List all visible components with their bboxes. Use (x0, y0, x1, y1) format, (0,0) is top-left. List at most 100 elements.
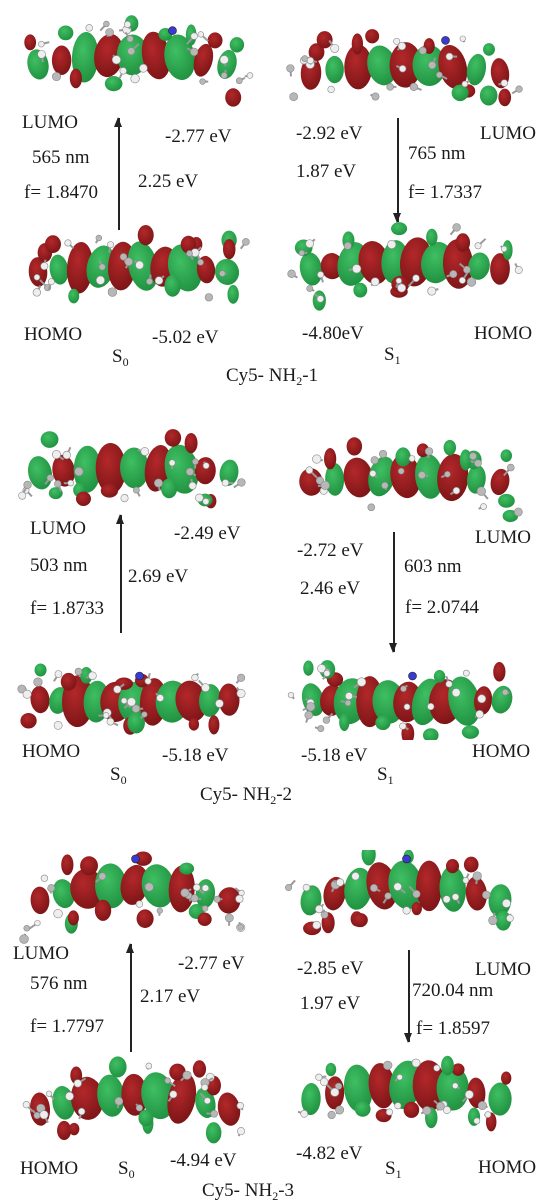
orbital-lobe (426, 228, 438, 246)
atom (126, 35, 134, 43)
atom (502, 898, 511, 908)
atom (236, 688, 246, 698)
atom (320, 480, 330, 491)
atom (33, 677, 43, 687)
atom (120, 697, 128, 704)
orbital-lobe (66, 242, 94, 294)
orbital-lobe (51, 45, 72, 76)
orbital-lobe (352, 912, 368, 928)
s1-wavelength-3: 720.04 nm (412, 980, 494, 1001)
atom (135, 260, 144, 270)
atom (335, 1105, 345, 1115)
s1-lumo-label-1: LUMO (480, 123, 536, 144)
orbital-lobe (205, 1122, 222, 1144)
atom (23, 924, 31, 932)
atom (459, 35, 466, 42)
atom (144, 677, 152, 685)
orbital-lobe (389, 42, 422, 88)
orbital-lobe (138, 1109, 154, 1127)
s1-gap-1: 1.87 eV (296, 161, 357, 182)
atom (64, 239, 72, 247)
orbital-lobe (389, 1060, 422, 1109)
atom (17, 684, 27, 694)
atom (464, 1090, 474, 1100)
s0-gap-3: 2.17 eV (140, 986, 201, 1007)
atom (458, 276, 466, 284)
atom (424, 447, 434, 456)
orbital-lobe (436, 1066, 469, 1111)
atom (427, 702, 435, 711)
s1-osc-2: f= 2.0744 (405, 597, 480, 618)
s0-lumo-energy-2: -2.49 eV (174, 523, 241, 544)
orbital-lobe (60, 672, 77, 691)
atom (54, 670, 63, 678)
atom (436, 71, 443, 79)
s0-lumo-label-1: LUMO (22, 112, 78, 133)
atom (204, 293, 214, 302)
atom (40, 262, 49, 271)
orbital-lobe (225, 88, 242, 107)
orbital-s0-homo-3 (22, 1056, 246, 1144)
atom (54, 480, 62, 488)
orbital-lobe (461, 725, 480, 739)
s1-emission-arrow-2 (389, 532, 397, 653)
atom (445, 680, 453, 688)
orbital-s1-lumo-3 (285, 850, 514, 936)
atom (507, 463, 515, 472)
atom (138, 63, 148, 73)
atom (463, 265, 471, 274)
atom (203, 1097, 211, 1105)
orbital-lobe (501, 1071, 512, 1085)
atom (515, 85, 523, 93)
atom (330, 43, 340, 53)
orbital-lobe (324, 448, 337, 470)
s0-wavelength-2: 503 nm (30, 555, 88, 576)
orbital-lobe (303, 660, 314, 676)
atom (317, 725, 325, 733)
orbital-lobe (120, 864, 149, 905)
orbital-lobe (299, 468, 323, 496)
atom (409, 82, 418, 92)
orbital-lobe (24, 34, 37, 51)
orbital-lobe (192, 1060, 207, 1078)
orbital-lobe (199, 684, 222, 717)
atom (367, 503, 376, 512)
molecule-caption-1: Cy5- NH2-1 (226, 365, 319, 388)
atom (201, 884, 210, 892)
atom (188, 481, 197, 490)
atom (221, 479, 230, 487)
atom (287, 269, 296, 279)
orbital-lobe (44, 235, 61, 254)
orbital-lobe (137, 224, 154, 246)
atom (237, 478, 246, 487)
s1-lumo-energy-1: -2.92 eV (296, 123, 363, 144)
orbital-lobe (299, 252, 323, 286)
orbital-lobe (175, 680, 207, 722)
orbital-s0-lumo-3 (19, 851, 246, 944)
orbital-lobe (375, 715, 391, 731)
atom (514, 507, 523, 517)
atom (386, 83, 394, 91)
atom (237, 923, 244, 931)
atom (480, 503, 487, 510)
atom (427, 286, 437, 296)
atom (335, 878, 345, 887)
molecule-caption-3: Cy5- NH2-3 (202, 1180, 295, 1203)
atom (393, 882, 402, 891)
s0-gap-1: 2.25 eV (138, 171, 199, 192)
atom (398, 65, 407, 73)
atom (305, 466, 314, 475)
orbital-s0-lumo-1 (24, 15, 254, 107)
atom (33, 274, 41, 281)
orbital-lobe (217, 887, 241, 914)
orbital-lobe (308, 43, 325, 62)
orbital-lobe (27, 456, 53, 490)
atom (344, 699, 352, 707)
atom (47, 884, 56, 893)
orbital-lobe (325, 1062, 337, 1077)
atom (135, 1104, 143, 1112)
atom (514, 266, 523, 274)
s1-osc-3: f= 1.8597 (416, 1018, 491, 1039)
atom (67, 479, 74, 487)
atom (146, 278, 153, 285)
